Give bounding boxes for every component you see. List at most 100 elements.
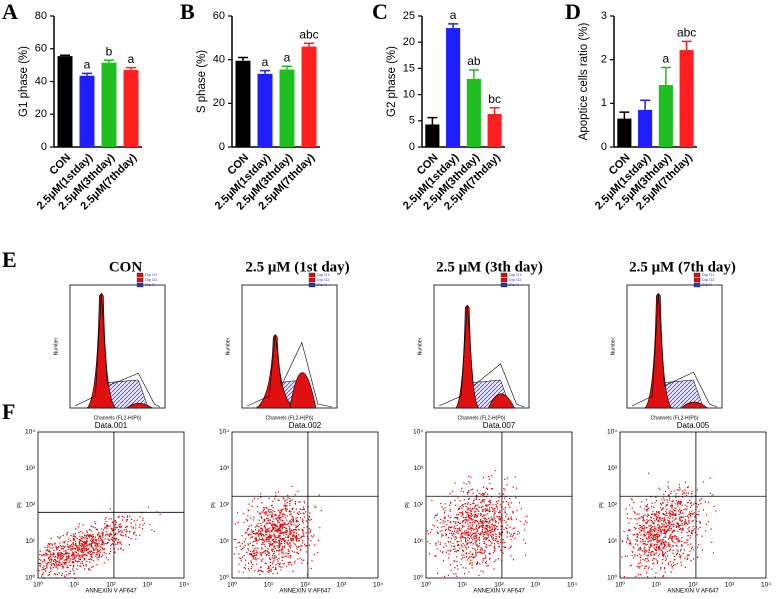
dot: [286, 542, 288, 544]
dot: [478, 527, 480, 529]
dot: [95, 547, 97, 550]
dot: [673, 559, 675, 561]
dot: [263, 535, 265, 537]
dot: [488, 478, 490, 480]
dot: [441, 552, 443, 554]
dot: [487, 513, 489, 515]
dot: [476, 490, 479, 492]
dot: [437, 541, 439, 543]
dot: [115, 543, 117, 546]
dot: [43, 565, 45, 567]
dot: [249, 542, 251, 544]
dot: [437, 526, 439, 529]
error-bar: [104, 59, 114, 63]
dot: [264, 531, 266, 533]
dot: [60, 563, 62, 565]
dot: [280, 516, 282, 518]
dot: [55, 573, 57, 575]
dot: [255, 554, 257, 557]
dot: [484, 537, 486, 539]
dot: [650, 520, 653, 522]
dot: [267, 540, 270, 542]
dot: [480, 512, 482, 514]
dot: [638, 549, 640, 551]
dot: [449, 521, 451, 524]
dot: [85, 534, 87, 536]
dot: [485, 531, 487, 533]
dot: [469, 541, 471, 544]
legend-label: Dip S: [145, 282, 155, 287]
dot: [643, 524, 645, 527]
dot: [465, 548, 467, 550]
dot: [97, 534, 99, 536]
dot: [653, 544, 655, 546]
dot: [662, 502, 664, 505]
dot: [258, 535, 260, 537]
dot: [259, 573, 261, 576]
dot: [277, 547, 279, 549]
dot: [253, 516, 255, 518]
dot: [450, 545, 452, 547]
dot: [271, 524, 273, 526]
dot: [472, 524, 474, 526]
dot: [273, 558, 275, 560]
dot: [500, 525, 502, 527]
dot: [123, 516, 125, 518]
dot: [274, 540, 276, 542]
dot: [474, 535, 477, 537]
dot: [653, 553, 655, 556]
dot: [62, 534, 64, 537]
dot: [670, 527, 673, 529]
dot: [447, 537, 450, 539]
dot: [650, 553, 652, 555]
dot: [92, 551, 94, 553]
dot: [305, 551, 307, 553]
dot: [259, 531, 261, 533]
dot: [499, 539, 501, 541]
dot: [444, 518, 446, 520]
dot: [663, 575, 665, 577]
dot: [639, 517, 641, 519]
dot: [474, 498, 476, 500]
dot: [479, 563, 481, 565]
dot: [642, 558, 644, 560]
dot: [472, 532, 474, 534]
dot: [491, 530, 493, 533]
dot: [679, 518, 681, 520]
dot: [462, 535, 464, 537]
dot: [71, 547, 73, 549]
dot: [445, 528, 447, 530]
dot: [470, 527, 472, 529]
dot: [260, 538, 262, 540]
dot: [646, 555, 648, 557]
dot: [444, 510, 446, 512]
dot: [47, 554, 49, 556]
dot: [247, 543, 249, 545]
y-tick-label: 10⁴: [219, 429, 229, 436]
dot: [459, 536, 462, 538]
dot: [273, 541, 275, 543]
dot: [303, 535, 305, 537]
dot: [475, 515, 477, 517]
dot: [279, 539, 281, 541]
dot: [469, 562, 472, 564]
dot: [96, 529, 98, 531]
dot: [515, 518, 518, 520]
dot: [277, 562, 279, 565]
dot: [677, 537, 679, 539]
dot: [504, 489, 506, 491]
dot: [669, 515, 671, 517]
dot: [623, 530, 625, 533]
dot: [679, 519, 681, 521]
dot: [644, 567, 646, 569]
dot: [260, 533, 262, 535]
dot: [281, 519, 284, 521]
dot: [643, 548, 645, 550]
x-axis-label: ANNEXIN V AF647: [473, 589, 525, 594]
dot: [254, 532, 256, 535]
dot: [667, 543, 669, 545]
dot: [291, 485, 293, 488]
dot: [494, 527, 496, 530]
dot: [655, 518, 658, 520]
dot: [685, 521, 687, 524]
